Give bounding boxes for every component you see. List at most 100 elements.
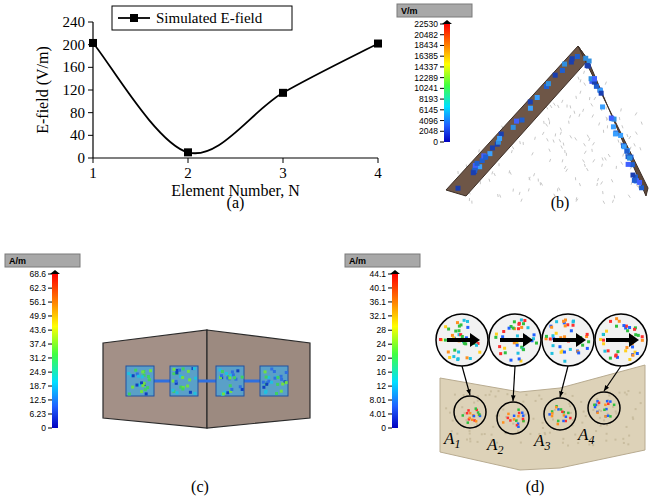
- field-arrow: [566, 169, 568, 172]
- direction-arrow: [553, 338, 578, 342]
- texture: [552, 418, 554, 420]
- texture: [476, 423, 478, 425]
- current-arrow: [132, 374, 135, 377]
- field-patch: [592, 76, 597, 81]
- element-label: A2: [486, 435, 503, 457]
- field-patch: [621, 143, 626, 148]
- current-arrow: [182, 367, 185, 370]
- current-arrow: [517, 415, 520, 418]
- current-arrow: [226, 391, 229, 394]
- patch: [126, 366, 154, 396]
- field-arrow: [605, 82, 606, 85]
- current-arrow: [598, 402, 601, 405]
- current-arrow: [472, 414, 475, 417]
- current-arrow: [513, 418, 516, 421]
- current-arrow: [144, 388, 147, 391]
- texture: [628, 435, 630, 437]
- colorbar-unit: A/m: [9, 256, 26, 266]
- texture: [512, 423, 514, 425]
- field-arrow: [605, 106, 606, 109]
- texture: [490, 390, 492, 392]
- field-arrow: [562, 159, 564, 162]
- current-arrow: [594, 406, 597, 409]
- y-tick: [88, 112, 93, 113]
- current-arrow: [501, 335, 504, 338]
- colorbar-tick-label: 2048: [419, 126, 438, 136]
- current-arrow: [563, 360, 566, 363]
- current-arrow: [463, 342, 466, 345]
- colorbar-tick-label: 68.6: [29, 269, 46, 279]
- current-arrow: [605, 330, 608, 333]
- texture: [622, 438, 624, 440]
- texture: [603, 419, 605, 421]
- current-arrow: [447, 328, 450, 331]
- current-arrow: [456, 321, 459, 324]
- texture: [497, 390, 499, 392]
- field-arrow: [541, 183, 543, 186]
- y-tick: [88, 135, 93, 136]
- element-circle: [497, 402, 529, 434]
- colorbar-tick-label: 12: [377, 381, 387, 391]
- current-arrow: [225, 372, 228, 375]
- field-arrow: [628, 195, 630, 198]
- field-arrow: [611, 179, 612, 182]
- colorbar-tick-label: 22530: [414, 19, 438, 29]
- field-arrow: [570, 115, 571, 118]
- current-arrow: [566, 323, 569, 326]
- texture: [492, 426, 494, 428]
- current-arrow: [228, 376, 231, 379]
- texture: [463, 394, 465, 396]
- zoom-circle: [489, 314, 541, 366]
- current-arrow: [239, 385, 242, 388]
- y-tick-label: 240: [63, 14, 86, 30]
- texture: [612, 406, 614, 408]
- current-arrow: [570, 329, 573, 332]
- field-arrow: [616, 166, 617, 169]
- current-arrow: [447, 350, 450, 353]
- field-arrow: [605, 157, 607, 160]
- direction-arrow: [500, 338, 525, 342]
- current-arrow: [457, 329, 460, 332]
- field-arrow: [601, 181, 603, 184]
- field-arrow: [523, 142, 524, 145]
- field-arrow: [553, 103, 555, 106]
- current-arrow: [460, 323, 463, 326]
- current-arrow: [609, 415, 612, 418]
- texture: [549, 432, 551, 434]
- field-arrow: [547, 138, 549, 141]
- colorbar: V/m2253020482184341638514337122891024181…: [397, 4, 472, 147]
- field-patch: [560, 68, 565, 73]
- current-arrow: [454, 330, 457, 333]
- element-circle: [454, 396, 486, 428]
- colorbar-tick: [48, 357, 52, 358]
- field-arrow: [564, 166, 566, 169]
- current-arrow: [502, 330, 505, 333]
- current-arrow: [471, 419, 474, 422]
- texture: [469, 433, 471, 435]
- field-arrow: [553, 140, 554, 143]
- current-arrow: [523, 319, 526, 322]
- texture: [639, 392, 641, 394]
- texture: [469, 438, 471, 440]
- caption: (d): [526, 478, 545, 496]
- current-arrow: [502, 421, 505, 424]
- colorbar-tick-label: 36.1: [369, 297, 386, 307]
- field-patch: [611, 124, 616, 129]
- field-arrow: [576, 197, 578, 200]
- colorbar-tick: [440, 56, 444, 57]
- texture: [627, 443, 629, 445]
- current-arrow: [614, 354, 617, 357]
- field-arrow: [548, 118, 549, 121]
- colorbar-tick-label: 6145: [419, 105, 438, 115]
- field-arrow: [602, 191, 603, 194]
- current-arrow: [140, 390, 143, 393]
- caption: (c): [191, 478, 209, 496]
- colorbar-tick: [440, 99, 444, 100]
- current-arrow: [457, 350, 460, 353]
- current-arrow: [467, 421, 470, 424]
- colorbar-tick-label: 28: [377, 325, 387, 335]
- current-arrow: [127, 372, 130, 375]
- colorbar-tick-label: 8.01: [369, 395, 386, 405]
- field-arrow: [603, 130, 604, 133]
- field-arrow: [620, 108, 622, 111]
